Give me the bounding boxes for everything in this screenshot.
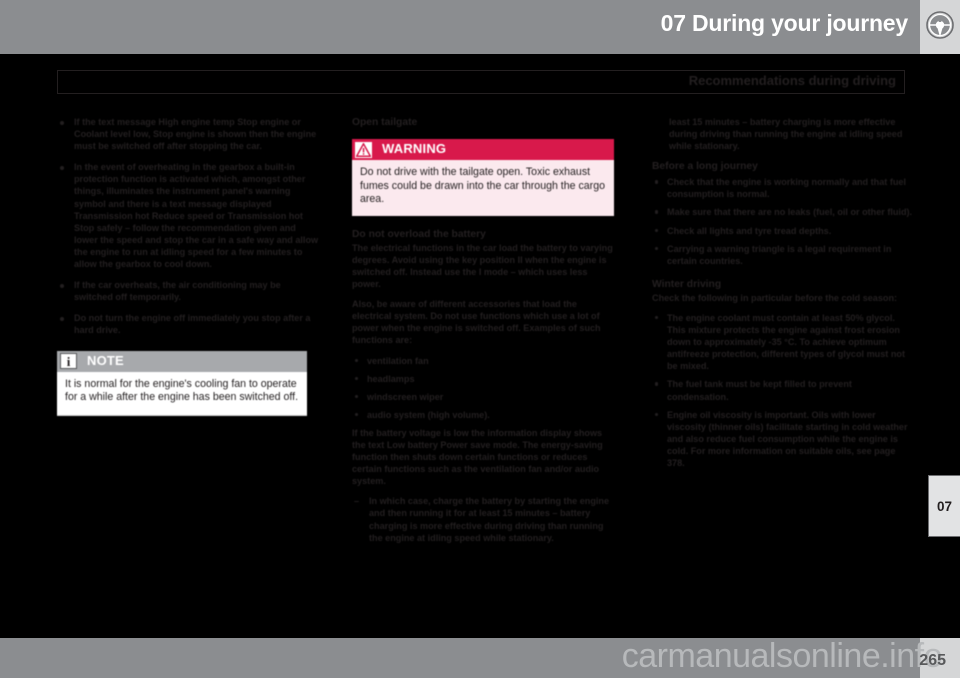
- list-item: headlamps: [352, 373, 614, 385]
- list-item: Make sure that there are no leaks (fuel,…: [652, 206, 914, 218]
- paragraph-continuation: least 15 minutes – battery charging is m…: [669, 117, 903, 152]
- left-column: If the text message High engine temp Sto…: [57, 116, 319, 417]
- section-title: Recommendations during driving: [688, 73, 896, 88]
- bullet-text: audio system (high volume).: [367, 409, 490, 420]
- list-item: If the text message High engine temp Sto…: [57, 116, 319, 152]
- bullet-text: The fuel tank must be kept filled to pre…: [667, 379, 852, 402]
- heading-before-long-journey: Before a long journey: [652, 161, 758, 173]
- volvo-steering-wheel-icon: [926, 10, 954, 44]
- chapter-side-tab: 07: [928, 475, 960, 537]
- bullet-text: headlamps: [367, 373, 415, 384]
- note-label: NOTE: [87, 352, 124, 368]
- heading-winter-driving: Winter driving: [652, 278, 722, 290]
- right-bullet-list-1: Check that the engine is working normall…: [652, 176, 914, 267]
- warning-text: Do not drive with the tailgate open. Tox…: [360, 166, 605, 206]
- heading-open-tailgate: Open tailgate: [352, 117, 418, 128]
- list-item: Engine oil viscosity is important. Oils …: [652, 409, 914, 469]
- chapter-title: 07 During your journey: [660, 10, 909, 36]
- bullet-text: Carrying a warning triangle is a legal r…: [667, 243, 892, 266]
- list-item: Do not turn the engine off immediately y…: [57, 312, 319, 336]
- note-box: i NOTE It is normal for the engine's coo…: [57, 350, 307, 417]
- left-bullet-list: If the text message High engine temp Sto…: [57, 116, 319, 337]
- heading-do-not-overload-battery: Do not overload the battery: [352, 228, 486, 240]
- list-item: audio system (high volume).: [352, 409, 614, 421]
- watermark: carmanualsonline.info: [621, 637, 943, 675]
- list-item: If the car overheats, the air conditioni…: [57, 279, 319, 303]
- chapter-tab-number: 07: [936, 498, 953, 514]
- list-item: ventilation fan: [352, 355, 614, 367]
- bullet-text: Make sure that there are no leaks (fuel,…: [667, 207, 913, 218]
- page-header-band: [0, 0, 920, 54]
- list-item: Check all lights and tyre tread depths.: [652, 225, 914, 237]
- page-number: 265: [919, 652, 946, 669]
- note-header: i NOTE: [57, 350, 307, 372]
- bullet-text: ventilation fan: [367, 355, 429, 366]
- bullet-text: If the car overheats, the air conditioni…: [74, 280, 281, 303]
- list-item: Carrying a warning triangle is a legal r…: [652, 243, 914, 267]
- paragraph-part: . The energy-saving function then shuts …: [352, 440, 603, 487]
- screen-message-text: Low battery Power save mode: [386, 440, 518, 450]
- bullet-text: Engine oil viscosity is important. Oils …: [667, 409, 908, 468]
- page-footer-corner: [920, 638, 960, 678]
- page-footer-band: [0, 638, 920, 678]
- info-icon: i: [60, 353, 77, 369]
- dash-text: In which case, charge the battery by sta…: [369, 496, 610, 543]
- paragraph: Also, be aware of different accessories …: [352, 299, 601, 346]
- list-item: windscreen wiper: [352, 391, 614, 403]
- info-icon-glyph: i: [66, 353, 71, 369]
- middle-column: Open tailgate WARNING Do not drive with …: [352, 116, 614, 550]
- paragraph-low-battery: If the battery voltage is low the inform…: [352, 427, 614, 487]
- list-item: The fuel tank must be kept filled to pre…: [652, 378, 914, 402]
- brand-logo-box: [920, 0, 960, 54]
- paragraph: Check the following in particular before…: [652, 292, 898, 303]
- warning-triangle-icon: [355, 141, 372, 158]
- bullet-text: The engine coolant must contain at least…: [667, 312, 905, 372]
- bullet-text: If the text message High engine temp Sto…: [74, 117, 317, 152]
- right-column: least 15 minutes – battery charging is m…: [652, 116, 914, 475]
- warning-header: WARNING: [352, 139, 614, 160]
- warning-label: WARNING: [382, 141, 447, 157]
- list-item: In the event of overheating in the gearb…: [57, 161, 319, 270]
- right-bullet-list-2: The engine coolant must contain at least…: [652, 312, 914, 469]
- section-rule: Recommendations during driving: [57, 70, 905, 94]
- note-text: It is normal for the engine's cooling fa…: [65, 377, 299, 404]
- bullet-text: Do not turn the engine off immediately y…: [74, 313, 311, 336]
- bullet-text: In the event of overheating in the gearb…: [74, 162, 319, 270]
- middle-bullet-list: ventilation fan headlamps windscreen wip…: [352, 355, 614, 421]
- paragraph-part: If the battery voltage is low the inform…: [352, 427, 603, 450]
- bullet-text: Check that the engine is working normall…: [667, 177, 906, 200]
- bullet-text: Check all lights and tyre tread depths.: [667, 225, 832, 236]
- list-item: The engine coolant must contain at least…: [652, 312, 914, 372]
- paragraph: The electrical functions in the car load…: [352, 242, 613, 290]
- warning-box: WARNING Do not drive with the tailgate o…: [352, 139, 614, 216]
- middle-dash-list: In which case, charge the battery by sta…: [352, 495, 614, 543]
- list-item: In which case, charge the battery by sta…: [352, 495, 614, 543]
- list-item: Check that the engine is working normall…: [652, 176, 914, 200]
- bullet-text: windscreen wiper: [367, 391, 444, 402]
